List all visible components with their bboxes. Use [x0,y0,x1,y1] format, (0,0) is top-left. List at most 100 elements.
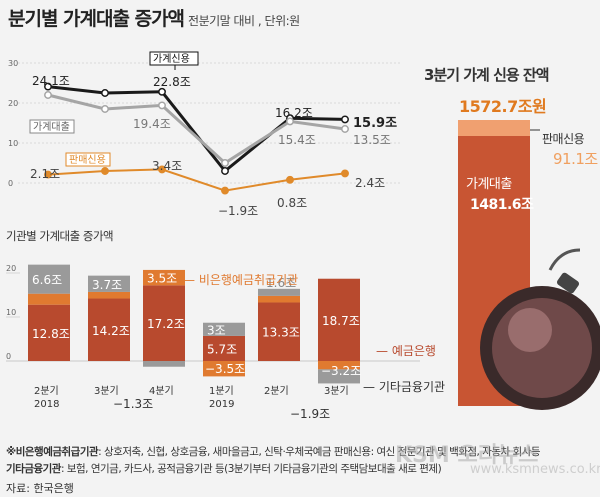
bar-label: 13.3조 [262,326,300,340]
bar-segment [143,285,185,361]
data-label: 22.8조 [153,75,191,89]
bar-segment [203,335,245,361]
line-point [44,91,52,99]
bar-label: −1.9조 [290,407,330,421]
data-label: 13.5조 [353,133,391,147]
bar-segment [258,295,300,303]
watermark-url: www.ksmnews.co.kr [470,462,600,477]
x-tick-label: 2분기 [34,385,59,397]
bar-segment [258,302,300,361]
y-tick-label: 0 [8,179,13,188]
bar-label: −1.3조 [113,397,153,411]
footnote-nonbank-text: : 상호저축, 신협, 상호금융, 새마을금고, 신탁·우체국예금 판매신용: … [98,446,541,458]
bar-segment [318,361,360,370]
ball-highlight [508,308,552,352]
bar-chart: 0 10 20 12.8조 6.6조 2분기 2018 14.2조 3.7조 3분기 17.2조 3.… [6,264,445,421]
line-point [221,186,229,195]
data-label: 24.1조 [32,74,70,88]
x-tick-year: 2018 [34,399,59,410]
data-label: 19.4조 [133,117,171,131]
unit-note: 전분기말 대비 , 단위:원 [188,14,300,28]
bar-segment [28,264,70,294]
bar-label: 3.7조 [92,278,122,292]
line-series [47,168,346,192]
tag-text: 가계신용 [153,53,190,65]
bar-label: 18.7조 [322,314,360,328]
series-label-nonbank: — 비은행예금취급기관 [183,272,298,287]
bar-label: 6.6조 [32,273,62,287]
bar-label: 3.5조 [147,272,177,286]
bar-label: 5.7조 [207,342,237,356]
money-ball-icon [480,248,600,410]
data-label: 2.4조 [355,176,385,190]
line-point [101,105,109,113]
y-tick-label: 30 [8,59,18,68]
balance-title: 3분기 가계 신용 잔액 [424,66,550,84]
y-tick-label: 0 [6,352,11,361]
bar-label: 3조 [207,323,226,337]
line-point [286,117,294,126]
x-tick-label: 2분기 [264,385,289,397]
bar-label: 17.2조 [147,317,185,331]
x-tick-label: 3분기 [94,385,119,397]
line-point [221,167,229,175]
bar-segment [258,288,300,296]
footnote-other-term: 기타금융기관 [6,463,61,475]
page-title: 분기별 가계대출 증가액 전분기말 대비 , 단위:원 [8,4,300,31]
bar-segment [318,369,360,384]
line-point [158,165,166,174]
footnote-other-text: : 보험, 연기금, 카드사, 공적금융기관 등(3분기부터 기타금융기관의 주… [60,463,442,475]
bar-label: 14.2조 [92,324,130,338]
line-point [158,101,166,110]
data-label: 16.2조 [275,106,313,120]
data-label: 2.1조 [30,167,60,181]
y-tick-label: 10 [6,308,16,317]
bar-segment [318,278,360,361]
bar-chart-title: 기관별 가계대출 증가액 [6,229,114,243]
bar-label: 12.8조 [32,327,70,341]
balance-sales-value: 91.1조 [553,150,598,168]
line-point [101,167,109,175]
data-label: 3.4조 [152,159,182,173]
bar-segment [88,275,130,292]
series-tag-sales-credit: 판매신용 [65,152,111,167]
y-tick-label: 20 [6,264,16,273]
bar-segment [143,361,185,367]
tag-box [149,51,199,66]
fuse-icon [548,248,581,271]
balance-household-value: 1481.6조 [470,197,534,213]
title-text: 분기별 가계대출 증가액 [8,8,185,30]
balance-bar [458,120,600,410]
data-label: −1.9조 [218,204,258,218]
line-series [47,85,346,174]
series-label-deposit: — 예금은행 [376,343,436,358]
bar-segment [203,361,245,377]
tag-box [29,119,75,134]
line-point [158,87,166,96]
series-label-other: — 기타금융기관 [363,380,445,394]
x-tick-year: 2019 [209,399,234,410]
tag-box [65,152,111,167]
line-point [44,170,52,179]
line-point [286,175,294,184]
bar-segment [28,293,70,305]
watermark: KSM 오리뉴스 [395,443,539,468]
footnote-nonbank: ※비은행예금취급기관: 상호저축, 신협, 상호금융, 새마을금고, 신탁·우체… [6,444,541,459]
footnote-other: 기타금융기관: 보험, 연기금, 카드사, 공적금융기관 등(3분기부터 기타금… [6,461,442,476]
y-tick-label: 20 [8,99,18,108]
line-point [341,125,349,133]
bar-segment [88,291,130,299]
source-note: 자료: 한국은행 [6,482,74,495]
ball-shine [492,298,592,398]
data-label: 15.4조 [278,133,316,147]
series-tag-household-loans: 가계대출 [29,119,75,134]
bar-segment [143,269,185,286]
line-point [221,159,229,167]
x-tick-label: 4분기 [149,385,174,397]
balance-sales-segment [458,120,530,136]
ball-cap [556,272,580,294]
bar-segment [28,304,70,361]
bar-label: −3.5조 [205,362,245,376]
line-series [47,93,346,165]
line-point [44,82,52,91]
